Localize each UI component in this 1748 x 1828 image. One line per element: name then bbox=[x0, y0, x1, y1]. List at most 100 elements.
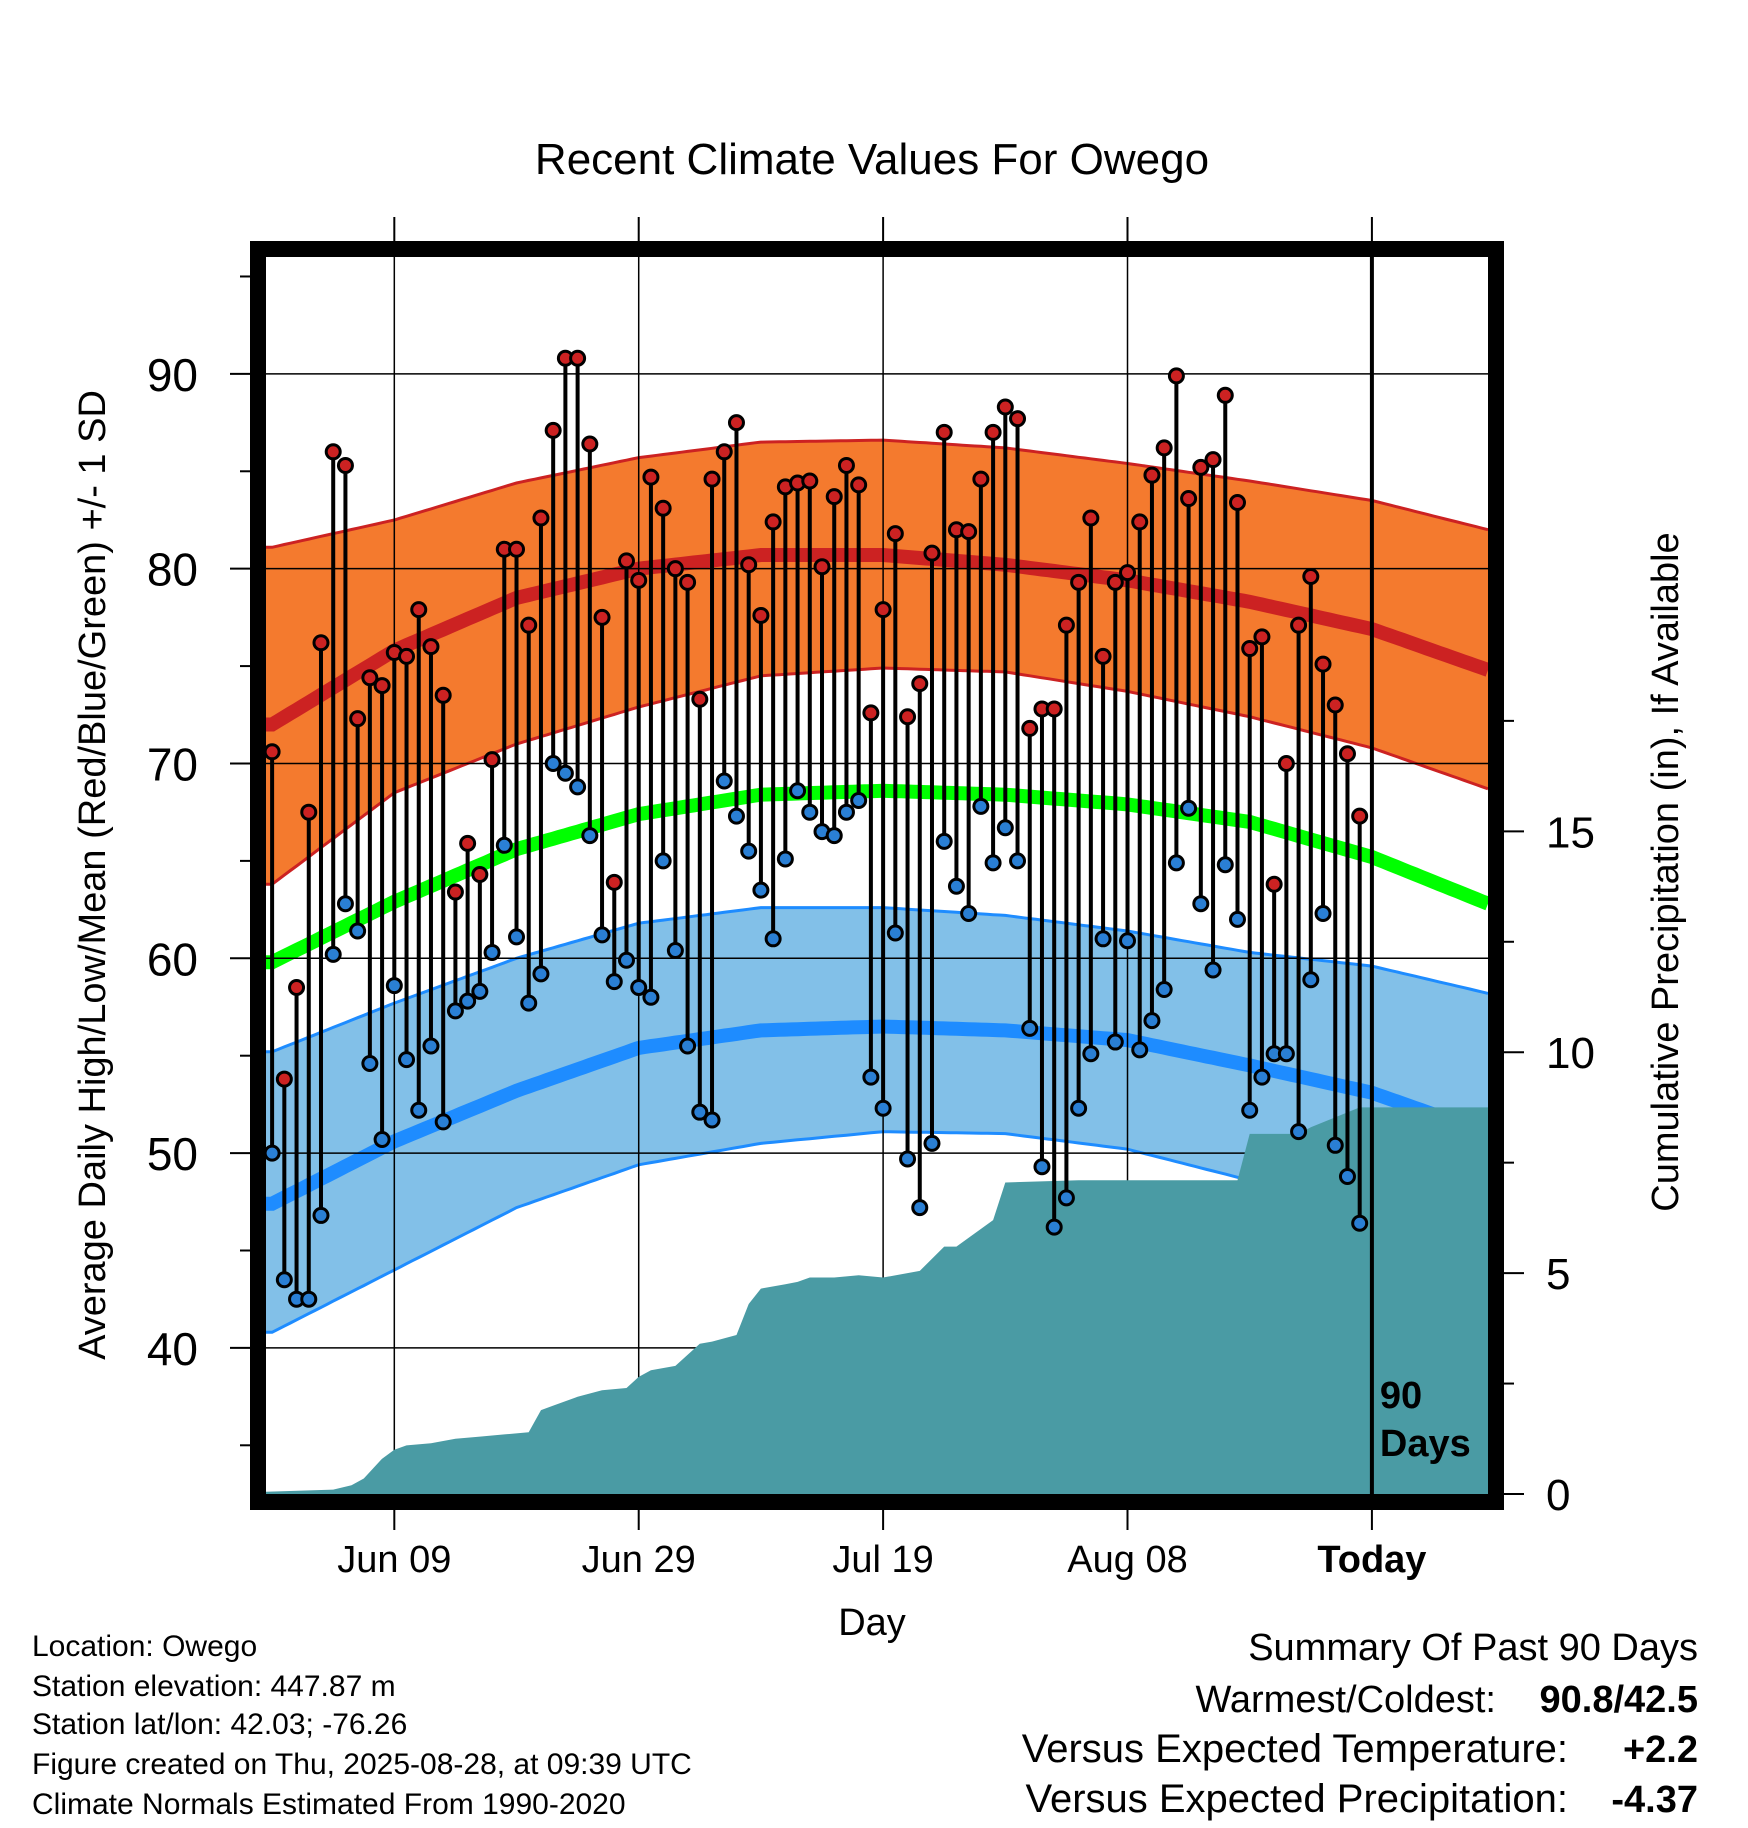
daily-high-point bbox=[996, 398, 1014, 416]
footer-created: Figure created on Thu, 2025-08-28, at 09… bbox=[32, 1748, 692, 1781]
daily-high-point bbox=[446, 883, 464, 901]
high-upper-edge bbox=[266, 438, 1488, 549]
daily-high-point bbox=[666, 560, 684, 578]
daily-high-point bbox=[752, 606, 770, 624]
right-axis-ticks: 0 5 10 15 bbox=[1504, 719, 1595, 1520]
daily-low-point bbox=[336, 895, 354, 913]
daily-low-point bbox=[1338, 1167, 1356, 1185]
daily-high-point bbox=[581, 435, 599, 453]
daily-high-point bbox=[862, 704, 880, 722]
footer-location: Location: Owego bbox=[32, 1630, 257, 1663]
daily-low-point bbox=[1009, 852, 1027, 870]
normal-bands bbox=[266, 438, 1488, 1334]
x-axis-label: Day bbox=[838, 1602, 906, 1644]
daily-high-point bbox=[642, 468, 660, 486]
left-tick-label: 60 bbox=[147, 933, 198, 985]
daily-high-point bbox=[740, 556, 758, 574]
high-lower-edge bbox=[266, 666, 1488, 886]
daily-high-point bbox=[520, 616, 538, 634]
daily-high-point bbox=[1009, 410, 1027, 428]
summary-heading: Summary Of Past 90 Days bbox=[1248, 1627, 1698, 1669]
daily-low-point bbox=[398, 1051, 416, 1069]
daily-points bbox=[266, 349, 1369, 1308]
normal-mean-line bbox=[266, 783, 1488, 970]
daily-high-point bbox=[471, 866, 489, 884]
daily-low-point bbox=[385, 977, 403, 995]
daily-low-point bbox=[886, 924, 904, 942]
daily-low-point bbox=[764, 930, 782, 948]
station-info: Location: Owego Station elevation: 447.8… bbox=[32, 1630, 692, 1821]
normal-low-line bbox=[266, 1019, 1488, 1211]
daily-low-point bbox=[1119, 932, 1137, 950]
daily-low-point bbox=[1131, 1041, 1149, 1059]
daily-high-point bbox=[984, 423, 1002, 441]
daily-low-point bbox=[642, 988, 660, 1006]
daily-high-point bbox=[1265, 875, 1283, 893]
daily-high-point bbox=[1351, 807, 1369, 825]
low-sd-band bbox=[266, 907, 1488, 1333]
daily-high-point bbox=[459, 834, 477, 852]
daily-high-point bbox=[1021, 719, 1039, 737]
high-sd-band bbox=[266, 440, 1488, 885]
daily-low-point bbox=[422, 1037, 440, 1055]
x-tick-label: Jul 19 bbox=[832, 1539, 933, 1581]
daily-low-point bbox=[532, 965, 550, 983]
daily-low-point bbox=[1155, 980, 1173, 998]
daily-high-point bbox=[715, 443, 733, 461]
daily-low-point bbox=[935, 832, 953, 850]
daily-high-point bbox=[266, 743, 281, 761]
daily-high-point bbox=[1057, 616, 1075, 634]
warmest-coldest-label: Warmest/Coldest: bbox=[1195, 1679, 1496, 1721]
daily-high-point bbox=[813, 558, 831, 576]
daily-low-point bbox=[581, 827, 599, 845]
precip-departure-label: Versus Expected Precipitation: bbox=[1025, 1777, 1568, 1821]
daily-low-point bbox=[349, 922, 367, 940]
daily-low-point bbox=[1351, 1214, 1369, 1232]
daily-high-point bbox=[703, 470, 721, 488]
daily-low-point bbox=[1106, 1033, 1124, 1051]
daily-high-point bbox=[727, 414, 745, 432]
x-tick-label: Jun 09 bbox=[337, 1539, 451, 1581]
daily-high-point bbox=[373, 677, 391, 695]
daily-low-point bbox=[899, 1150, 917, 1168]
daily-low-point bbox=[1302, 971, 1320, 989]
daily-low-point bbox=[1021, 1019, 1039, 1037]
daily-high-point bbox=[398, 647, 416, 665]
daily-low-point bbox=[1180, 799, 1198, 817]
x-axis-ticks: Jun 09 Jun 29 Jul 19 Aug 08 Today bbox=[337, 217, 1426, 1581]
daily-low-point bbox=[605, 973, 623, 991]
daily-low-point bbox=[373, 1130, 391, 1148]
daily-high-point bbox=[1277, 754, 1295, 772]
daily-high-point bbox=[324, 443, 342, 461]
daily-low-point bbox=[266, 1144, 281, 1162]
daily-high-point bbox=[960, 523, 978, 541]
left-tick-label: 90 bbox=[147, 349, 198, 401]
daily-high-point bbox=[617, 552, 635, 570]
daily-high-point bbox=[654, 499, 672, 517]
daily-high-point bbox=[605, 873, 623, 891]
daily-low-point bbox=[947, 877, 965, 895]
daily-low-point bbox=[1204, 961, 1222, 979]
daily-low-point bbox=[679, 1037, 697, 1055]
daily-low-point bbox=[1094, 930, 1112, 948]
normal-high-line bbox=[266, 548, 1488, 732]
daily-high-point bbox=[1155, 439, 1173, 457]
daily-high-point bbox=[532, 509, 550, 527]
left-tick-label: 40 bbox=[147, 1323, 198, 1375]
daily-low-point bbox=[874, 1099, 892, 1117]
daily-high-point bbox=[1253, 628, 1271, 646]
daily-high-point bbox=[850, 476, 868, 494]
daily-high-point bbox=[1204, 451, 1222, 469]
daily-high-point bbox=[1167, 367, 1185, 385]
daily-high-point bbox=[483, 751, 501, 769]
daily-high-point bbox=[434, 686, 452, 704]
daily-high-point bbox=[1192, 458, 1210, 476]
daily-high-point bbox=[544, 421, 562, 439]
daily-low-point bbox=[837, 803, 855, 821]
daily-high-point bbox=[1094, 647, 1112, 665]
daily-high-point bbox=[935, 423, 953, 441]
x-tick-label: Aug 08 bbox=[1067, 1539, 1187, 1581]
daily-low-point bbox=[691, 1103, 709, 1121]
daily-low-point bbox=[324, 945, 342, 963]
today-label-number: 90 bbox=[1380, 1375, 1422, 1417]
